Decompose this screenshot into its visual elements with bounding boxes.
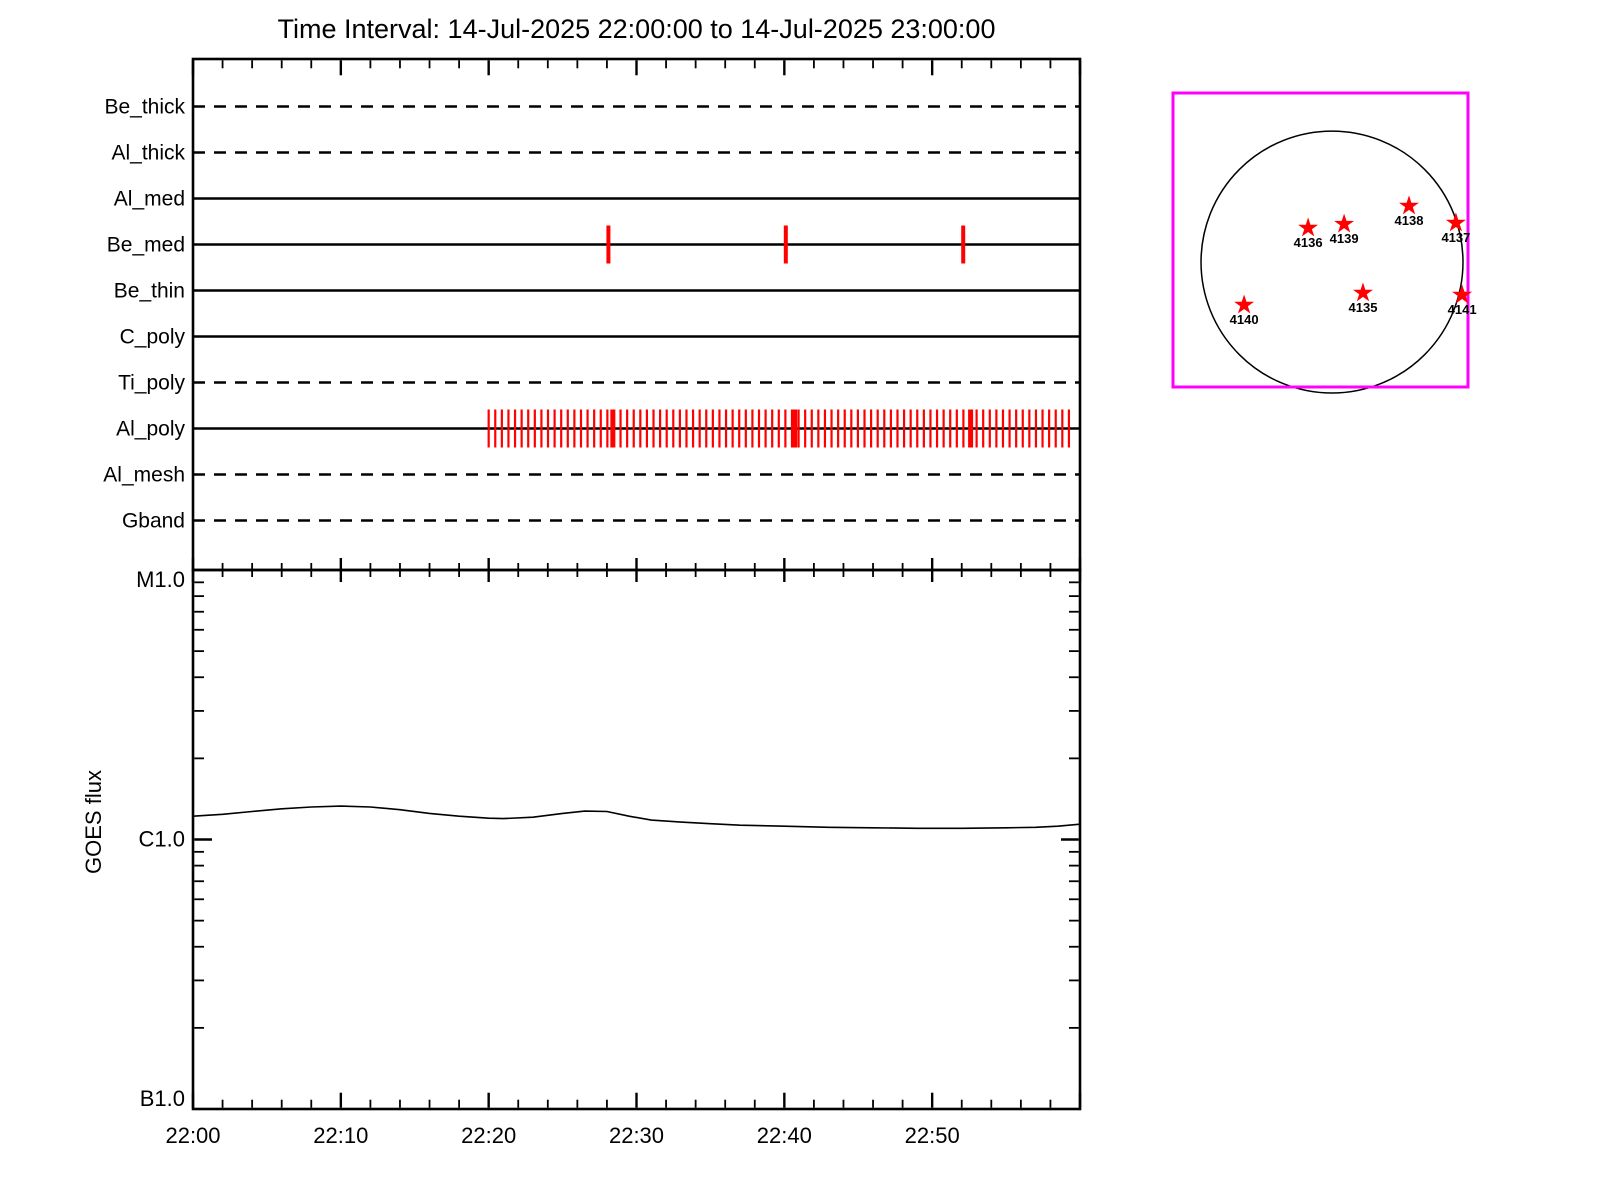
active-region-star-4135 (1353, 282, 1373, 302)
flux-tick-label: M1.0 (136, 567, 185, 592)
fov-box (1171, 91, 1470, 389)
filter-label-C_poly: C_poly (120, 326, 186, 349)
flux-tick-label: C1.0 (139, 827, 185, 852)
active-region-star-4138 (1399, 195, 1419, 215)
active-region-label: 4136 (1294, 235, 1323, 250)
time-axis-ticks (191, 60, 1082, 1108)
goes-panel-frame (191, 568, 1082, 1111)
time-tick-label: 22:40 (757, 1123, 812, 1148)
time-tick-label: 22:50 (905, 1123, 960, 1148)
active-region-star-4141 (1452, 284, 1473, 304)
page-title: Time Interval: 14-Jul-2025 22:00:00 to 1… (277, 14, 996, 44)
filter-label-Al_poly: Al_poly (116, 418, 185, 441)
time-tick-label: 22:30 (609, 1123, 664, 1148)
active-region-label: 4139 (1330, 231, 1359, 246)
solar-disk-panel: 4136 4139 4138 4137 4140 4135 4141 (1171, 91, 1477, 394)
flux-tick-label: B1.0 (140, 1086, 185, 1111)
goes-flux-curve (192, 805, 1081, 830)
filter-label-Al_med: Al_med (114, 188, 185, 211)
filter-label-Be_thin: Be_thin (114, 280, 185, 303)
active-region-star-4140 (1234, 294, 1255, 314)
filter-label-Al_thick: Al_thick (111, 142, 185, 165)
time-tick-label: 22:10 (313, 1123, 368, 1148)
active-region-star-4137 (1445, 212, 1466, 232)
active-region-label: 4135 (1349, 300, 1378, 315)
filter-label-Gband: Gband (122, 510, 185, 533)
active-region-label: 4140 (1230, 312, 1259, 327)
goes-y-ticks (194, 581, 1079, 1029)
filter-label-Be_med: Be_med (107, 234, 185, 257)
filter-panel-frame (191, 57, 1082, 572)
time-tick-label: 22:00 (165, 1123, 220, 1148)
active-region-star-4136 (1298, 217, 1319, 237)
sun-limb-circle (1200, 130, 1464, 394)
time-tick-label: 22:20 (461, 1123, 516, 1148)
active-region-star-4139 (1334, 213, 1355, 233)
filter-label-Be_thick: Be_thick (104, 96, 185, 119)
filter-label-Ti_poly: Ti_poly (118, 372, 185, 395)
active-region-label: 4138 (1395, 213, 1424, 228)
goes-flux-axis-title-text: GOES flux (81, 770, 106, 874)
active-region-label: 4137 (1441, 230, 1470, 245)
active-region-label: 4141 (1448, 302, 1477, 317)
filter-label-Al_mesh: Al_mesh (103, 464, 185, 487)
